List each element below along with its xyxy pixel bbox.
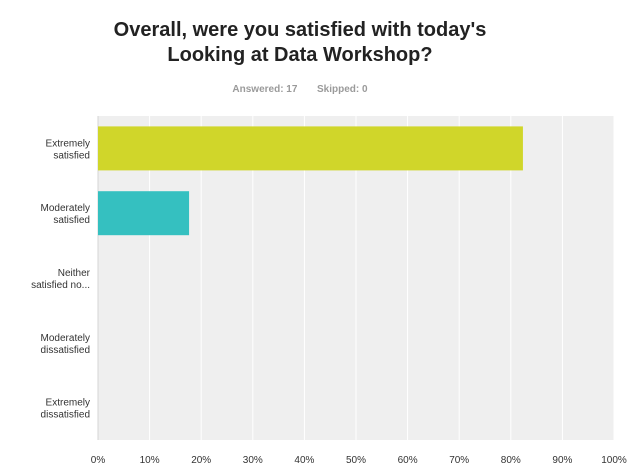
x-tick-label: 90% bbox=[552, 455, 572, 466]
x-tick-label: 0% bbox=[91, 455, 106, 466]
x-tick-label: 40% bbox=[294, 455, 314, 466]
chart-title-line-2: Looking at Data Workshop? bbox=[167, 44, 433, 66]
x-tick-label: 50% bbox=[346, 455, 366, 466]
category-label: Neither satisfied no... bbox=[31, 268, 91, 291]
x-tick-label: 60% bbox=[398, 455, 418, 466]
bar bbox=[98, 126, 523, 171]
response-summary: Answered: 17 Skipped: 0 bbox=[0, 84, 600, 95]
x-tick-label: 100% bbox=[601, 455, 627, 466]
category-labels: Extremely satisfied Moderately satisfied Nei… bbox=[31, 138, 91, 420]
x-tick-label: 80% bbox=[501, 455, 521, 466]
x-tick-label: 70% bbox=[449, 455, 469, 466]
category-label: Extremely satisfied bbox=[46, 138, 90, 161]
chart-title: Overall, were you satisfied with today's… bbox=[0, 18, 600, 68]
answered-count: Answered: 17 bbox=[232, 84, 298, 95]
bar bbox=[98, 191, 190, 236]
chart-title-line-1: Overall, were you satisfied with today's bbox=[113, 19, 487, 41]
x-tick-label: 30% bbox=[243, 455, 263, 466]
skipped-count: Skipped: 0 bbox=[317, 84, 368, 95]
category-label: Moderately dissatisfied bbox=[41, 333, 90, 356]
x-axis-ticks: 0% 10% 20% 30% 40% 50% 60% 70% 80% 90% 100% bbox=[91, 455, 627, 466]
x-tick-label: 10% bbox=[140, 455, 160, 466]
x-tick-label: 20% bbox=[191, 455, 211, 466]
category-label: Extremely dissatisfied bbox=[41, 398, 90, 421]
bars bbox=[98, 126, 523, 236]
category-label: Moderately satisfied bbox=[41, 203, 90, 226]
